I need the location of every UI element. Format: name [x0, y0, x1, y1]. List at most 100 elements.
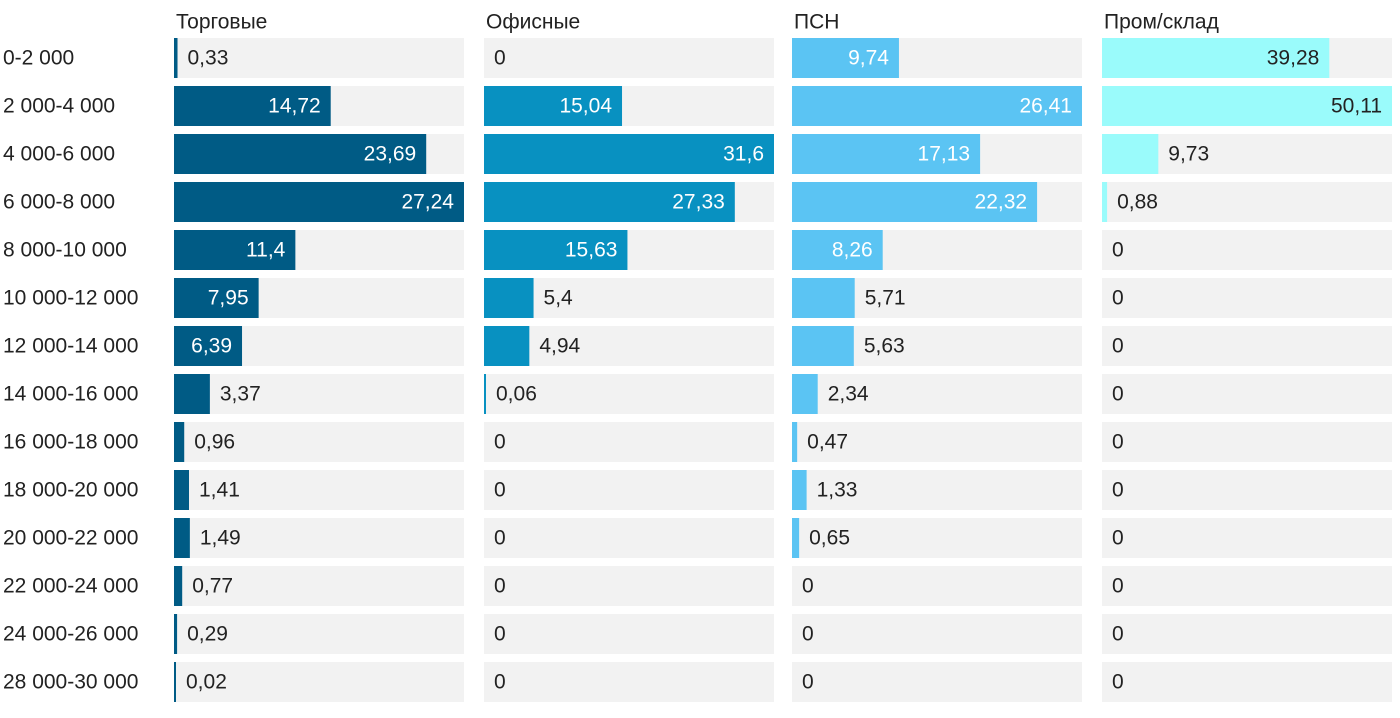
data-label: 27,24 — [401, 191, 454, 214]
category-label: 14 000-16 000 — [3, 383, 138, 406]
bar-track — [174, 470, 464, 510]
bar — [484, 230, 628, 270]
bar — [484, 278, 534, 318]
bar — [174, 230, 296, 270]
bar-track — [174, 566, 464, 606]
data-label: 0 — [494, 527, 506, 550]
data-label: 0 — [1112, 479, 1124, 502]
category-label: 10 000-12 000 — [3, 287, 138, 310]
data-label: 0,02 — [186, 671, 227, 694]
bar — [484, 134, 774, 174]
data-label: 17,13 — [918, 143, 971, 166]
data-label: 5,4 — [544, 287, 574, 310]
data-label: 5,63 — [864, 335, 905, 358]
data-label: 0,47 — [807, 431, 848, 454]
data-label: 23,69 — [364, 143, 417, 166]
bar-track — [174, 662, 464, 702]
bar — [174, 374, 210, 414]
bar-track — [792, 518, 1082, 558]
data-label: 0 — [1112, 431, 1124, 454]
category-label: 2 000-4 000 — [3, 95, 115, 118]
category-label: 24 000-26 000 — [3, 623, 138, 646]
data-label: 0 — [1112, 671, 1124, 694]
bar-track — [792, 662, 1082, 702]
bar-track — [484, 614, 774, 654]
data-label: 0,96 — [194, 431, 235, 454]
bar-track — [174, 422, 464, 462]
data-label: 14,72 — [268, 95, 321, 118]
series-title: Офисные — [486, 11, 580, 34]
bar-track — [1102, 182, 1392, 222]
series-title: Пром/склад — [1104, 11, 1219, 34]
bar-track — [174, 374, 464, 414]
bar — [792, 374, 818, 414]
bar-track — [792, 566, 1082, 606]
bar-track — [174, 614, 464, 654]
bar-track — [1102, 278, 1392, 318]
data-label: 0 — [1112, 527, 1124, 550]
data-label: 1,49 — [200, 527, 241, 550]
bar — [484, 86, 623, 126]
data-label: 0 — [494, 431, 506, 454]
bar — [174, 278, 259, 318]
bar-track — [792, 470, 1082, 510]
data-label: 0 — [1112, 575, 1124, 598]
data-label: 6,39 — [191, 335, 232, 358]
bar-track — [484, 566, 774, 606]
category-label: 28 000-30 000 — [3, 671, 138, 694]
bar — [174, 86, 331, 126]
data-label: 50,11 — [1331, 95, 1382, 118]
data-label: 9,74 — [848, 47, 889, 70]
data-label: 15,63 — [565, 239, 618, 262]
data-label: 0 — [802, 575, 814, 598]
data-label: 0 — [494, 671, 506, 694]
data-label: 1,41 — [199, 479, 240, 502]
bar-track — [484, 374, 774, 414]
bar — [174, 182, 464, 222]
data-label: 11,4 — [246, 239, 286, 262]
data-label: 0 — [1112, 287, 1124, 310]
bar — [1102, 38, 1330, 78]
data-label: 2,34 — [828, 383, 869, 406]
bar — [174, 38, 178, 78]
category-label: 0-2 000 — [3, 47, 74, 70]
category-label: 6 000-8 000 — [3, 191, 115, 214]
data-label: 39,28 — [1267, 47, 1320, 70]
series-title: ПСН — [794, 11, 839, 34]
bar — [792, 422, 798, 462]
data-label: 0 — [494, 623, 506, 646]
data-label: 0,06 — [496, 383, 537, 406]
data-label: 0,88 — [1117, 191, 1158, 214]
data-label: 0,33 — [188, 47, 229, 70]
bar-track — [484, 422, 774, 462]
data-label: 0,77 — [192, 575, 233, 598]
bar-track — [484, 662, 774, 702]
bar-track — [484, 326, 774, 366]
bar — [174, 614, 178, 654]
data-label: 0,29 — [187, 623, 228, 646]
bar-track — [1102, 566, 1392, 606]
bar — [1102, 182, 1108, 222]
bar-track — [1102, 230, 1392, 270]
data-label: 0 — [1112, 335, 1124, 358]
bar-track — [484, 470, 774, 510]
data-label: 27,33 — [672, 191, 725, 214]
category-label: 16 000-18 000 — [3, 431, 138, 454]
data-label: 0 — [1112, 383, 1124, 406]
bar-track — [174, 518, 464, 558]
bar-track — [1102, 422, 1392, 462]
bar — [792, 38, 899, 78]
data-label: 0 — [494, 575, 506, 598]
bar — [792, 278, 855, 318]
data-label: 0 — [494, 479, 506, 502]
category-label: 20 000-22 000 — [3, 527, 138, 550]
data-label: 31,6 — [723, 143, 764, 166]
data-label: 8,26 — [832, 239, 873, 262]
bar — [792, 470, 807, 510]
bar-track — [174, 38, 464, 78]
bar — [484, 182, 735, 222]
bar — [484, 374, 486, 414]
bar — [792, 86, 1082, 126]
data-label: 7,95 — [208, 287, 249, 310]
